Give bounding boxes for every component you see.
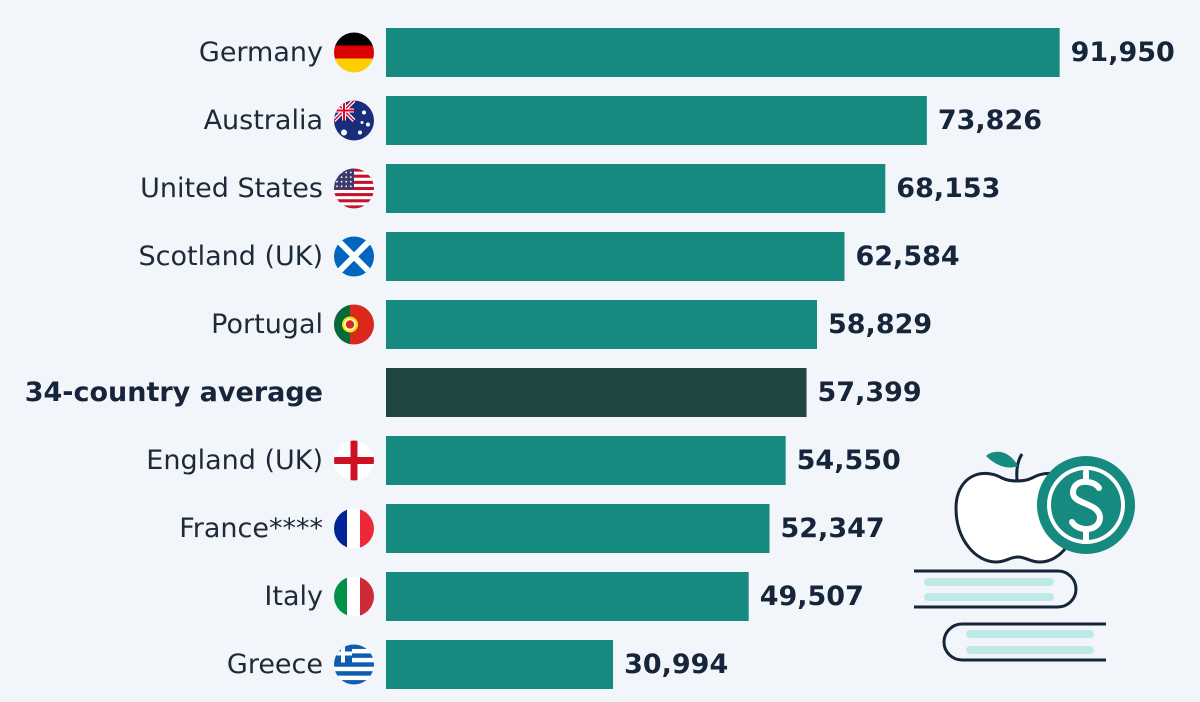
germany-flag-icon xyxy=(334,32,374,73)
australia-flag-icon xyxy=(334,100,374,141)
value-label: 91,950 xyxy=(1071,37,1175,68)
bar xyxy=(386,28,1060,77)
value-label: 54,550 xyxy=(797,445,901,476)
average-bar xyxy=(386,368,807,417)
bar-row: Scotland (UK) 62,584 xyxy=(138,232,960,281)
books-icon xyxy=(914,569,1106,662)
average-label: 34-country average xyxy=(25,377,323,408)
bar xyxy=(386,96,927,145)
category-label: Greece xyxy=(227,649,323,680)
italy-flag-icon xyxy=(334,576,374,617)
bar xyxy=(386,504,770,553)
value-label: 30,994 xyxy=(624,649,728,680)
value-label: 62,584 xyxy=(855,241,959,272)
category-label: Australia xyxy=(204,105,323,136)
category-label: Italy xyxy=(264,581,323,612)
category-label: Scotland (UK) xyxy=(138,241,323,272)
france-flag-icon xyxy=(334,508,374,549)
category-label: United States xyxy=(140,173,323,204)
category-label: Germany xyxy=(199,37,323,68)
bar xyxy=(386,572,749,621)
bar xyxy=(386,164,886,213)
average-row: 34-country average 57,399 xyxy=(25,368,922,417)
united-states-flag-icon xyxy=(334,168,374,209)
dollar-coin-icon xyxy=(1037,456,1135,554)
bar xyxy=(386,436,786,485)
value-label: 73,826 xyxy=(938,105,1042,136)
category-label: England (UK) xyxy=(146,445,323,476)
scotland-flag-icon xyxy=(334,236,374,277)
value-label: 52,347 xyxy=(780,513,884,544)
portugal-flag-icon xyxy=(334,304,374,345)
bar-row: Italy 49,507 xyxy=(264,572,864,621)
value-label: 57,399 xyxy=(818,377,922,408)
bar xyxy=(386,232,845,281)
value-label: 68,153 xyxy=(896,173,1000,204)
greece-flag-icon xyxy=(334,644,374,685)
bar-row: United States 68,153 xyxy=(140,164,1000,213)
bar-row: Australia 73,826 xyxy=(204,96,1042,145)
bar-row: Portugal 58,829 xyxy=(211,300,932,349)
apple-coin-books-illustration xyxy=(914,451,1135,662)
england-flag-icon xyxy=(334,440,374,481)
bar-row: Greece 30,994 xyxy=(227,640,728,689)
value-label: 58,829 xyxy=(828,309,932,340)
bar xyxy=(386,300,817,349)
bar-row: Germany 91,950 xyxy=(199,28,1175,77)
category-label: France**** xyxy=(179,513,323,544)
bar-row: England (UK) 54,550 xyxy=(146,436,901,485)
bar-row: France**** 52,347 xyxy=(179,504,885,553)
category-label: Portugal xyxy=(211,309,323,340)
value-label: 49,507 xyxy=(760,581,864,612)
bar xyxy=(386,640,614,689)
